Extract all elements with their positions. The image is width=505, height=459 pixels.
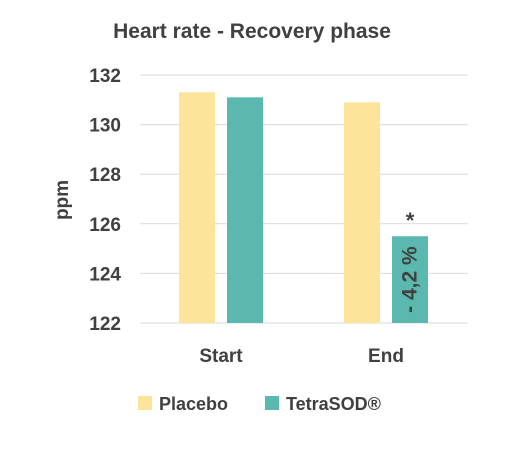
y-axis-label: ppm [52, 180, 73, 220]
legend-swatch [138, 396, 152, 410]
bar-placebo-start [179, 92, 215, 323]
bar-tetrasod-end [392, 236, 428, 323]
legend-swatch [265, 396, 279, 410]
y-tick-label: 124 [89, 264, 121, 285]
significance-marker: * [406, 208, 415, 233]
y-tick-label: 132 [89, 66, 121, 87]
y-axis-ticks: 122 124 126 128 130 132 [89, 66, 121, 335]
y-tick-label: 122 [89, 314, 121, 335]
bars [179, 92, 428, 323]
legend-label: TetraSOD® [286, 394, 381, 414]
x-tick-label: End [368, 346, 404, 367]
y-tick-label: 128 [89, 165, 121, 186]
x-tick-label: Start [199, 346, 243, 367]
chart-title: Heart rate - Recovery phase [113, 20, 391, 43]
legend-label: Placebo [159, 394, 228, 414]
y-tick-label: 126 [89, 215, 121, 236]
bar-tetrasod-start [227, 97, 263, 323]
x-axis-ticks: Start End [199, 346, 404, 367]
bar-change-label: - 4,2 % [399, 246, 422, 313]
annotations: * - 4,2 % [399, 208, 422, 313]
bar-placebo-end [344, 102, 380, 323]
legend: Placebo TetraSOD® [138, 394, 381, 414]
y-tick-label: 130 [89, 116, 121, 137]
